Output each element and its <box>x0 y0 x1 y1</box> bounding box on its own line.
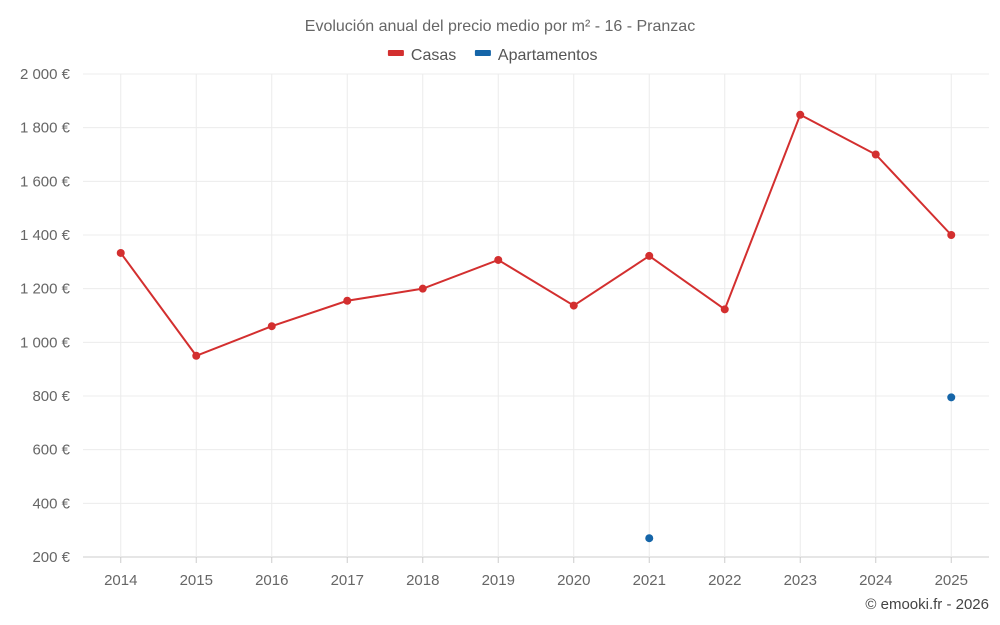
data-point[interactable] <box>569 301 578 310</box>
x-tick-label: 2024 <box>859 572 892 589</box>
legend-label: Casas <box>411 47 456 64</box>
y-tick-label: 1 200 € <box>20 281 71 298</box>
series-apartamentos <box>645 393 956 543</box>
data-point[interactable] <box>871 150 880 159</box>
legend-label: Apartamentos <box>498 47 598 64</box>
x-tick-label: 2014 <box>104 572 137 589</box>
legend-swatch <box>474 50 491 56</box>
data-point[interactable] <box>645 534 654 543</box>
grid-lines <box>83 73 989 558</box>
x-tick-label: 2015 <box>180 572 213 589</box>
data-point[interactable] <box>343 296 352 305</box>
y-tick-label: 200 € <box>32 549 70 566</box>
y-axis: 200 € 400 € 600 € 800 € 1 000 € 1 200 € 1 400 … <box>20 66 71 566</box>
x-tick-label: 2022 <box>708 572 741 589</box>
series-layer <box>116 110 956 543</box>
y-tick-label: 1 400 € <box>20 227 71 244</box>
x-tick-label: 2021 <box>633 572 666 589</box>
data-point[interactable] <box>418 284 427 293</box>
data-point[interactable] <box>494 255 503 264</box>
x-tick-label: 2025 <box>935 572 968 589</box>
data-point[interactable] <box>796 110 805 119</box>
x-tick-label: 2020 <box>557 572 590 589</box>
data-point[interactable] <box>192 351 201 360</box>
series-casas <box>116 110 956 360</box>
y-tick-label: 400 € <box>32 495 70 512</box>
y-tick-label: 2 000 € <box>20 66 71 83</box>
legend-item-casas[interactable]: Casas <box>387 47 456 64</box>
data-point[interactable] <box>947 231 956 239</box>
legend-item-apartamentos[interactable]: Apartamentos <box>474 47 598 64</box>
data-point[interactable] <box>116 248 125 257</box>
x-tick-label: 2023 <box>784 572 817 589</box>
data-point[interactable] <box>645 251 654 260</box>
credit-text: © emooki.fr - 2026 <box>865 596 989 613</box>
x-axis: 2014 2015 2016 2017 2018 2019 2020 2021 2022 2023… <box>104 557 968 589</box>
legend-swatch <box>387 50 404 56</box>
chart-title: Evolución anual del precio medio por m² … <box>305 18 695 35</box>
y-tick-label: 1 800 € <box>20 120 71 137</box>
x-tick-label: 2016 <box>255 572 288 589</box>
y-tick-label: 1 000 € <box>20 334 71 351</box>
y-tick-label: 600 € <box>32 442 70 459</box>
x-tick-label: 2019 <box>482 572 515 589</box>
y-tick-label: 1 600 € <box>20 173 71 190</box>
y-tick-label: 800 € <box>32 388 70 405</box>
x-tick-label: 2017 <box>331 572 364 589</box>
data-point[interactable] <box>947 393 956 402</box>
data-point[interactable] <box>267 322 276 331</box>
x-tick-label: 2018 <box>406 572 439 589</box>
data-point[interactable] <box>720 305 729 314</box>
series-line <box>119 113 952 357</box>
legend: Casas Apartamentos <box>387 47 598 64</box>
